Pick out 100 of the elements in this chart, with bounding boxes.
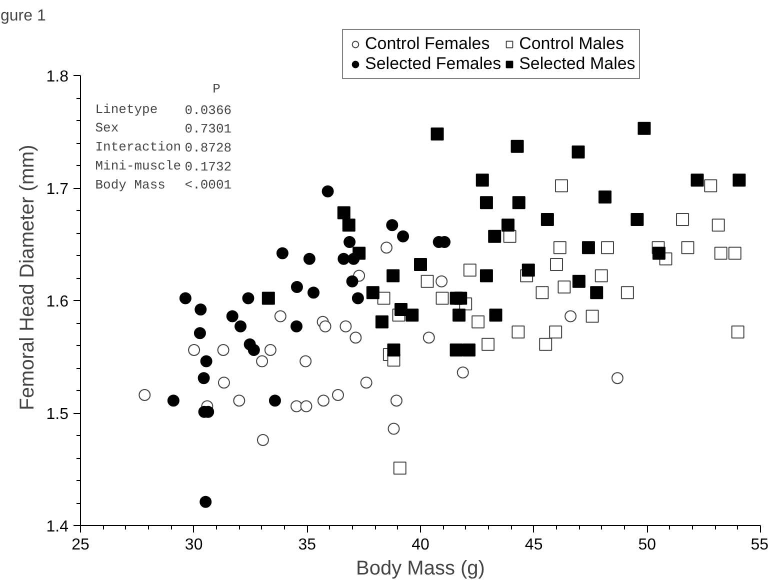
point	[322, 185, 334, 198]
x-axis-title: Body Mass (g)	[356, 558, 485, 580]
point	[234, 320, 247, 332]
point	[549, 326, 562, 338]
point	[480, 196, 493, 210]
x-tick-label: 50	[638, 536, 656, 554]
point	[319, 320, 332, 332]
annotation: Interaction	[95, 140, 182, 155]
point	[300, 400, 312, 412]
point	[572, 146, 585, 158]
legend-label: Selected Males	[519, 54, 636, 74]
point	[620, 286, 634, 300]
point	[572, 274, 586, 288]
point	[463, 264, 476, 277]
point	[217, 344, 230, 356]
point	[422, 332, 435, 344]
point	[550, 258, 563, 271]
point	[332, 389, 344, 401]
legend-label: Control Males	[519, 34, 624, 54]
point	[290, 320, 303, 332]
x-tick-label: 30	[184, 536, 203, 554]
point	[352, 292, 364, 304]
point	[601, 241, 614, 254]
point	[704, 179, 718, 192]
point	[430, 128, 444, 140]
point	[274, 310, 286, 322]
point	[522, 264, 535, 277]
annotation: Linetype	[95, 102, 158, 117]
point	[714, 246, 728, 260]
point	[380, 242, 392, 254]
point	[712, 218, 725, 232]
point	[276, 247, 288, 260]
point	[342, 218, 356, 232]
point	[436, 275, 448, 288]
point	[167, 394, 180, 407]
point	[472, 315, 485, 328]
annotation: 0.7301	[184, 122, 232, 137]
point	[414, 258, 427, 271]
x-tick-label: 25	[72, 536, 90, 554]
point	[512, 196, 526, 210]
point	[539, 338, 552, 351]
point	[352, 246, 366, 260]
point	[482, 338, 495, 351]
y-axis-title: Femoral Head Diameter (mm)	[16, 144, 38, 410]
point	[200, 496, 212, 508]
point	[256, 434, 269, 446]
point	[564, 310, 577, 322]
annotation: 0.0366	[184, 102, 232, 118]
point	[454, 292, 468, 305]
point	[510, 140, 524, 153]
point	[731, 326, 744, 338]
point	[262, 292, 275, 305]
point	[397, 230, 410, 242]
x-tick-label: 35	[298, 536, 316, 554]
point	[386, 219, 398, 232]
point	[489, 308, 502, 322]
point	[732, 174, 746, 187]
annotation: Mini-muscle	[95, 158, 182, 174]
point	[340, 320, 352, 332]
point	[540, 213, 554, 226]
legend-label: Control Females	[365, 34, 490, 54]
annotation: Body Mass	[95, 177, 166, 192]
point	[536, 286, 549, 300]
point	[558, 280, 571, 294]
point	[256, 355, 268, 368]
annotation: 0.1732	[184, 159, 232, 174]
y-tick-label: 1.6	[46, 294, 69, 310]
point	[728, 246, 742, 260]
point	[242, 292, 254, 304]
point	[346, 275, 358, 288]
point	[377, 292, 390, 305]
point	[387, 344, 400, 356]
point	[456, 366, 469, 378]
point	[198, 372, 210, 384]
point	[366, 286, 380, 300]
point	[598, 190, 612, 204]
point	[226, 310, 238, 322]
point	[406, 308, 419, 322]
point	[590, 286, 604, 300]
point	[462, 344, 476, 356]
point	[338, 252, 350, 265]
point	[317, 394, 330, 407]
point	[179, 292, 192, 304]
annotation: <.0001	[184, 177, 232, 192]
y-tick-label: 1.5	[46, 406, 69, 423]
point	[480, 269, 493, 282]
point	[394, 303, 408, 316]
point	[290, 400, 303, 412]
x-tick-label: 40	[412, 536, 430, 554]
text: gure 1	[0, 8, 46, 24]
point	[553, 241, 566, 254]
x-tick-label: 45	[524, 536, 543, 554]
point	[681, 241, 694, 254]
point	[488, 230, 502, 243]
point	[388, 422, 400, 435]
point	[594, 269, 608, 282]
point	[375, 315, 388, 328]
point	[611, 372, 624, 384]
point	[393, 462, 406, 475]
point	[503, 230, 516, 243]
